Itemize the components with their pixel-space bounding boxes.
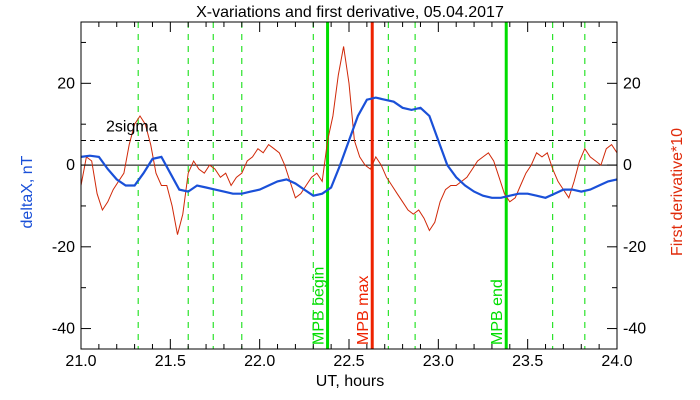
x-tick-label-0: 21.0: [65, 353, 96, 370]
x-tick-label-5: 23.5: [512, 353, 543, 370]
event-label-0: MPB begin: [311, 267, 328, 345]
sigma-label: 2sigma: [106, 119, 158, 136]
x-tick-label-3: 22.5: [333, 353, 364, 370]
y-tick-label-left-3: 20: [57, 75, 75, 92]
x-tick-label-4: 23.0: [423, 353, 454, 370]
y-tick-label-right-2: 0: [623, 157, 632, 174]
event-label-1: MPB max: [355, 276, 372, 345]
y-axis-label-left: deltaX, nT: [19, 155, 36, 228]
x-tick-label-2: 22.0: [244, 353, 275, 370]
x-tick-label-1: 21.5: [155, 353, 186, 370]
y-tick-label-right-1: -20: [623, 239, 646, 256]
event-lines: MPB begin MPB max MPB end: [311, 22, 508, 349]
deltax-series-line: [80, 96, 618, 199]
y-tick-label-left-0: -40: [52, 321, 75, 338]
axis-ticks: 21.0 21.5 22.0 22.5 23.0 23.5 24.0 -40 -20 0 20 -40…: [52, 22, 646, 370]
y-tick-label-right-3: 20: [623, 75, 641, 92]
y-tick-label-left-2: 0: [66, 157, 75, 174]
event-label-2: MPB end: [489, 279, 506, 345]
x-axis-label: UT, hours: [316, 373, 384, 390]
x-tick-label-6: 24.0: [601, 353, 632, 370]
y-tick-label-left-1: -20: [52, 239, 75, 256]
derivative-series-line: [80, 46, 618, 235]
chart-title: X-variations and first derivative, 05.04…: [196, 4, 504, 21]
y-axis-label-right: First derivative*10: [669, 128, 686, 256]
y-tick-label-right-0: -40: [623, 321, 646, 338]
